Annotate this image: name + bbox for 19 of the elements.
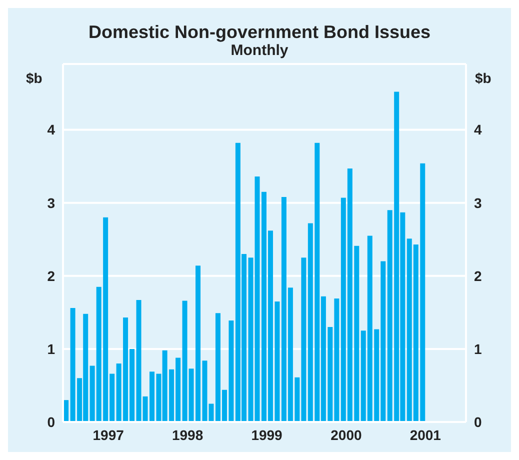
y-tick-label: 4 xyxy=(47,122,56,138)
y-axis-title: $b xyxy=(26,70,42,86)
x-tick-label: 2000 xyxy=(330,426,362,443)
x-tick-label: 2001 xyxy=(410,426,442,443)
y2-tick-label: 3 xyxy=(474,194,482,211)
y-tick-label: 0 xyxy=(47,414,56,430)
x-tick-label: 1999 xyxy=(251,426,283,443)
x-tick-label: 1997 xyxy=(92,426,124,443)
y-tick-label: 1 xyxy=(47,340,56,357)
chart-subtitle: Monthly xyxy=(230,42,290,59)
y2-axis-title: $b xyxy=(475,70,492,86)
x-tick-label: 1998 xyxy=(172,426,204,443)
y2-tick-label: 4 xyxy=(474,122,482,138)
y-tick-label: 2 xyxy=(47,268,56,284)
y2-tick-label: 2 xyxy=(474,268,482,284)
y2-tick-label: 0 xyxy=(474,414,482,430)
y-tick-label: 3 xyxy=(47,194,56,211)
chart-title: Domestic Non-government Bond Issues xyxy=(87,22,432,42)
y2-tick-label: 1 xyxy=(474,340,482,357)
